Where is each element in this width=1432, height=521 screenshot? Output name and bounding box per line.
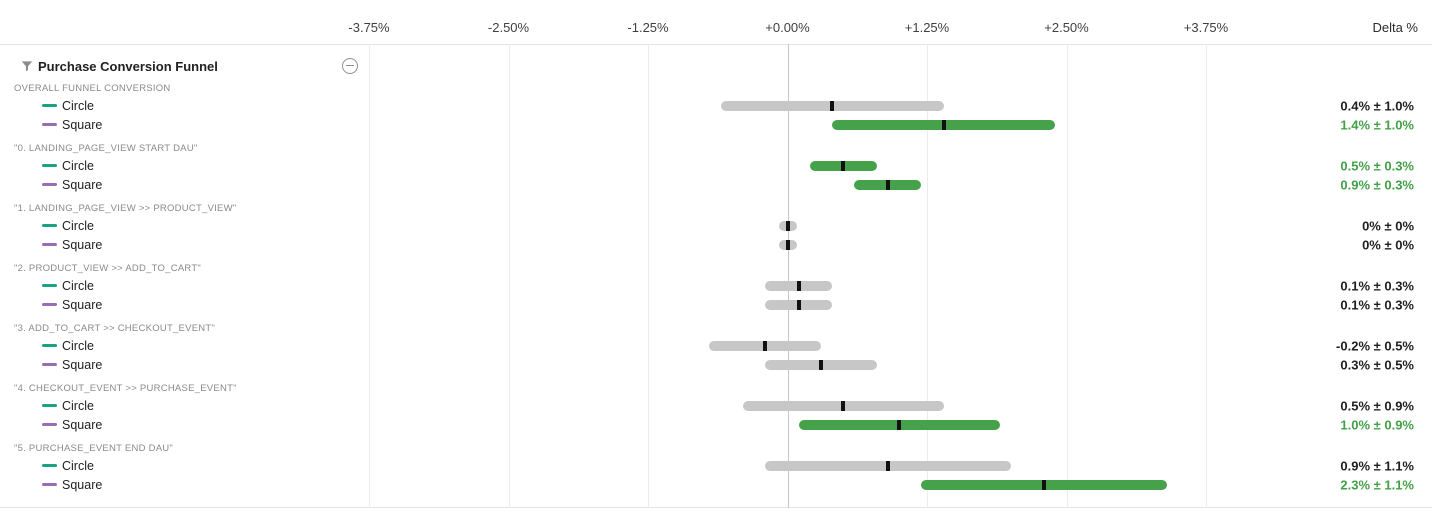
point-estimate-marker [897, 419, 902, 430]
axis-tick-label: +3.75% [1183, 20, 1229, 35]
variant-label: Circle [62, 338, 94, 353]
variant-label: Circle [62, 398, 94, 413]
point-estimate-marker [796, 299, 801, 310]
circle-legend-dash-icon [42, 464, 57, 467]
variant-label: Square [62, 177, 103, 192]
gridline [508, 44, 510, 508]
square-legend-dash-icon [42, 483, 57, 486]
point-estimate-marker [885, 460, 890, 471]
delta-value: 0.4% ± 1.0% [1340, 98, 1414, 113]
delta-value: 0.5% ± 0.9% [1340, 398, 1414, 413]
collapse-minus-icon[interactable] [342, 58, 358, 74]
variant-label: Square [62, 477, 103, 492]
metric-group-title: Purchase Conversion Funnel [38, 59, 218, 74]
delta-value: 2.3% ± 1.1% [1340, 477, 1414, 492]
section-label: "0. LANDING_PAGE_VIEW START DAU" [14, 143, 198, 154]
square-legend-dash-icon [42, 423, 57, 426]
variant-label: Square [62, 417, 103, 432]
axis-tick-label: +0.00% [765, 20, 810, 35]
point-estimate-marker [796, 280, 801, 291]
variant-label: Square [62, 117, 103, 132]
point-estimate-marker [830, 100, 835, 111]
section-label: "3. ADD_TO_CART >> CHECKOUT_EVENT" [14, 323, 216, 334]
gridline [927, 44, 928, 508]
delta-value: 0.3% ± 0.5% [1340, 357, 1414, 372]
axis-tick-label: +2.50% [1044, 20, 1089, 35]
point-estimate-marker [763, 340, 768, 351]
variant-label: Circle [62, 458, 94, 473]
section-label: "4. CHECKOUT_EVENT >> PURCHASE_EVENT" [14, 383, 237, 394]
variant-label: Square [62, 237, 103, 252]
variant-label: Circle [62, 98, 94, 113]
delta-value: -0.2% ± 0.5% [1336, 338, 1414, 353]
delta-value: 0.1% ± 0.3% [1340, 278, 1414, 293]
axis-tick-label: -3.75% [348, 20, 390, 35]
gridline [648, 44, 649, 508]
square-legend-dash-icon [42, 123, 57, 126]
gridline [369, 44, 370, 508]
circle-legend-dash-icon [42, 284, 57, 287]
delta-value: 0% ± 0% [1362, 218, 1414, 233]
axis-tick-label: +1.25% [904, 20, 950, 35]
section-label: OVERALL FUNNEL CONVERSION [14, 83, 171, 94]
square-legend-dash-icon [42, 243, 57, 246]
square-legend-dash-icon [42, 363, 57, 366]
axis-tick-label: -1.25% [627, 20, 669, 35]
variant-label: Circle [62, 278, 94, 293]
delta-value: 1.4% ± 1.0% [1340, 117, 1414, 132]
delta-value: 1.0% ± 0.9% [1340, 417, 1414, 432]
point-estimate-marker [841, 400, 846, 411]
gridline [1066, 44, 1068, 508]
point-estimate-marker [785, 220, 790, 231]
delta-value: 0.9% ± 1.1% [1340, 458, 1414, 473]
bottom-divider [0, 507, 1432, 508]
top-divider [0, 44, 1432, 45]
delta-value: 0.5% ± 0.3% [1340, 158, 1414, 173]
circle-legend-dash-icon [42, 404, 57, 407]
square-legend-dash-icon [42, 183, 57, 186]
gridline [1206, 44, 1207, 508]
delta-percent-header: Delta % [1372, 20, 1418, 35]
section-label: "1. LANDING_PAGE_VIEW >> PRODUCT_VIEW" [14, 203, 237, 214]
point-estimate-marker [941, 119, 946, 130]
delta-value: 0.1% ± 0.3% [1340, 297, 1414, 312]
section-label: "5. PURCHASE_EVENT END DAU" [14, 443, 174, 454]
square-legend-dash-icon [42, 303, 57, 306]
delta-value: 0% ± 0% [1362, 237, 1414, 252]
variant-label: Square [62, 297, 103, 312]
point-estimate-marker [818, 359, 823, 370]
axis-tick-label: -2.50% [487, 20, 530, 35]
point-estimate-marker [1042, 479, 1047, 490]
zero-gridline [787, 44, 789, 508]
point-estimate-marker [885, 179, 890, 190]
section-label: "2. PRODUCT_VIEW >> ADD_TO_CART" [14, 263, 202, 274]
delta-value: 0.9% ± 0.3% [1340, 177, 1414, 192]
circle-legend-dash-icon [42, 224, 57, 227]
circle-legend-dash-icon [42, 344, 57, 347]
variant-label: Circle [62, 158, 94, 173]
point-estimate-marker [841, 160, 846, 171]
circle-legend-dash-icon [42, 104, 57, 107]
point-estimate-marker [785, 239, 790, 250]
funnel-filter-icon [20, 59, 34, 73]
circle-legend-dash-icon [42, 164, 57, 167]
variant-label: Square [62, 357, 103, 372]
variant-label: Circle [62, 218, 94, 233]
